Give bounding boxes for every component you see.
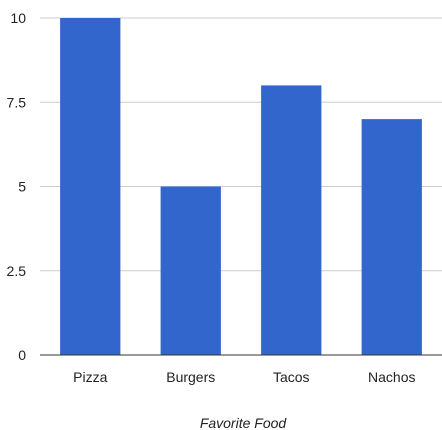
x-axis-tick-labels: Pizza Burgers Tacos Nachos (73, 369, 415, 385)
x-tick-label-nachos: Nachos (368, 369, 415, 385)
bar-pizza (60, 18, 121, 355)
y-tick-label: 7.5 (7, 94, 27, 110)
bars (60, 18, 422, 356)
y-tick-label: 5 (18, 179, 26, 195)
x-tick-label-tacos: Tacos (273, 369, 310, 385)
y-axis-tick-labels: 0 2.5 5 7.5 10 (7, 10, 27, 363)
bar-burgers (160, 186, 221, 355)
x-tick-label-pizza: Pizza (73, 369, 107, 385)
bar-tacos (261, 85, 322, 356)
x-tick-label-burgers: Burgers (166, 369, 215, 385)
x-axis-title: Favorite Food (200, 415, 288, 430)
y-tick-label: 2.5 (7, 263, 27, 279)
y-tick-label: 0 (18, 347, 26, 363)
y-tick-label: 10 (10, 10, 26, 26)
bar-nachos (361, 119, 422, 355)
